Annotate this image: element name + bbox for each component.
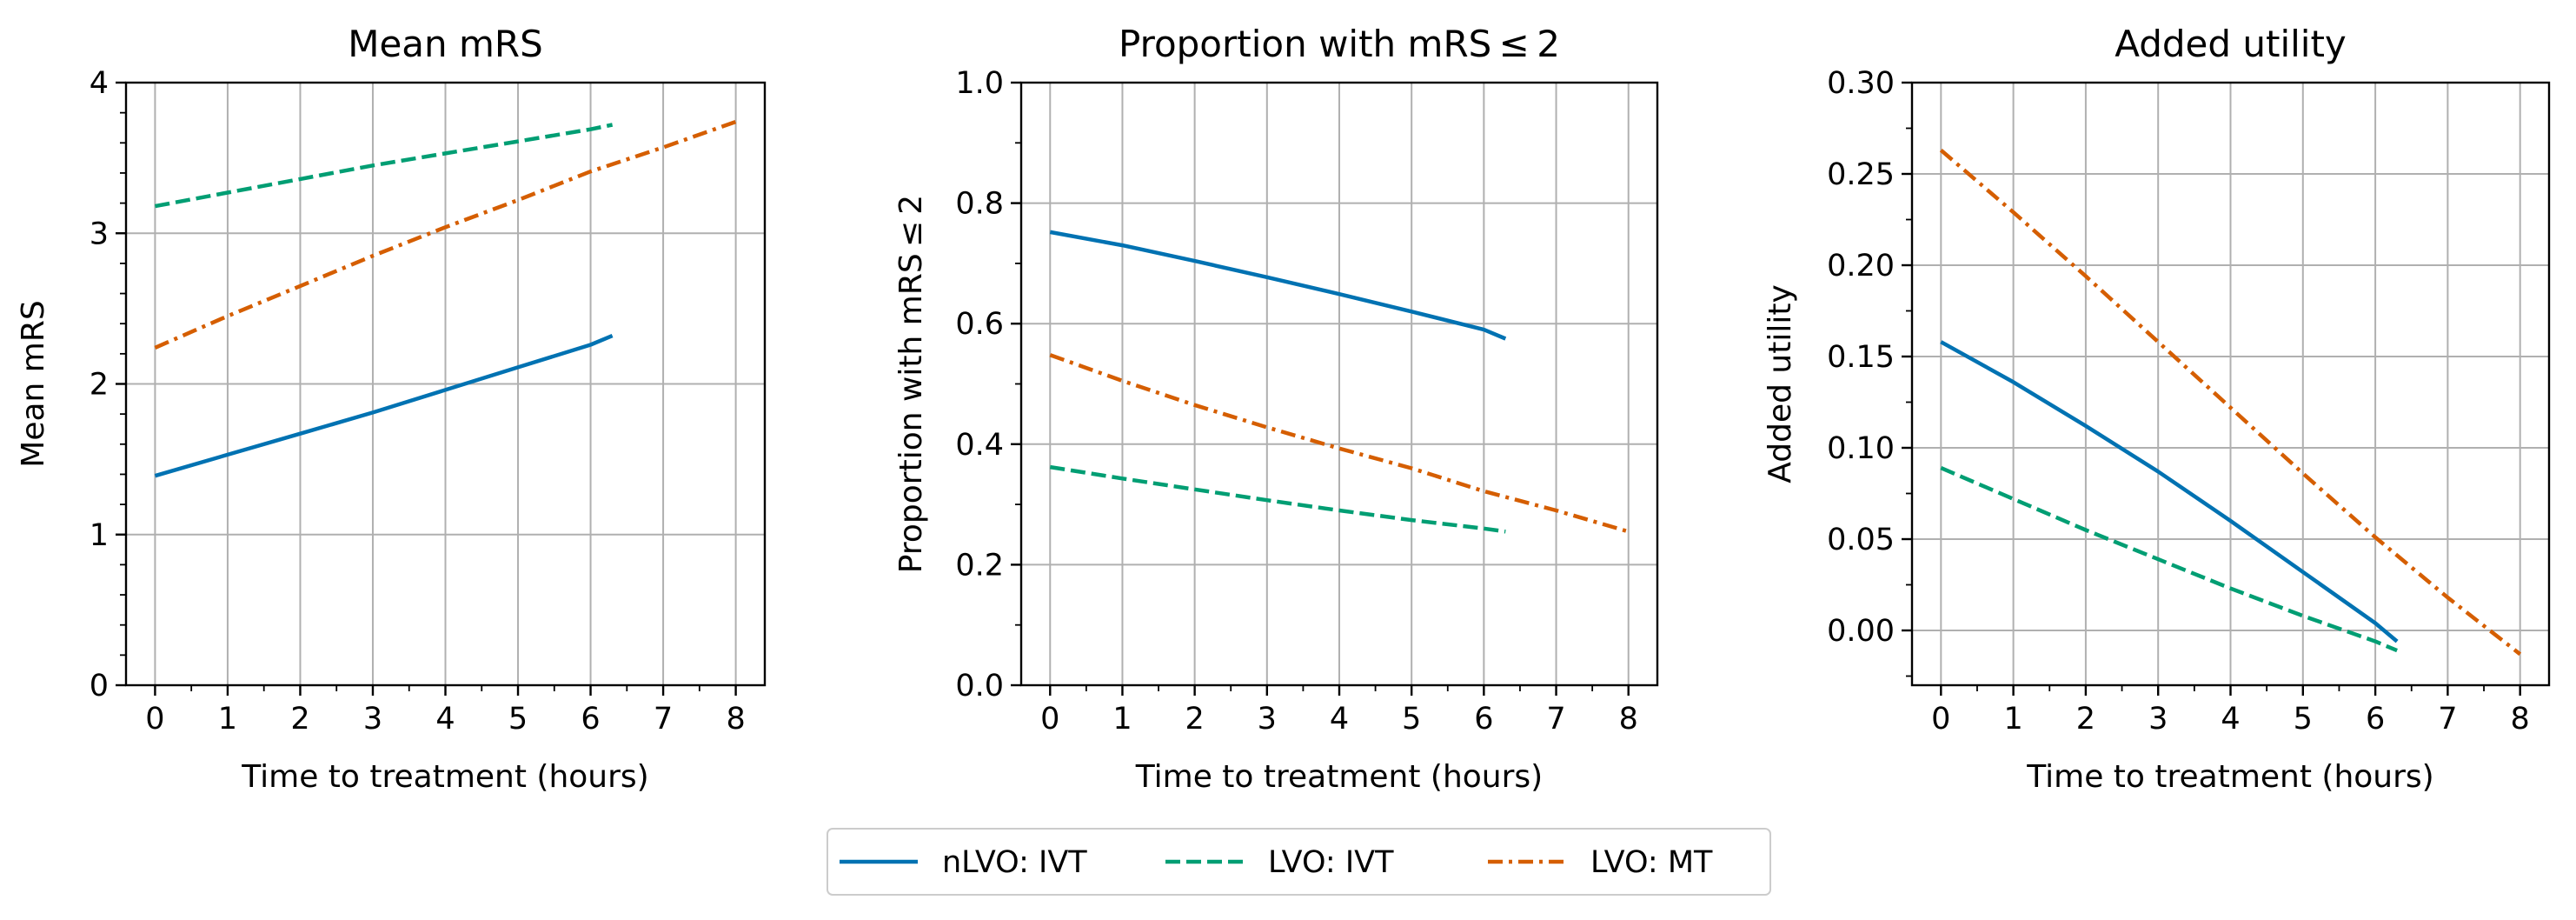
x-axis-ticks: 0 1 2 3 4 5 6 7 8	[1931, 685, 2530, 737]
series-line-nlvo-ivt	[154, 334, 614, 478]
series-line-nlvo-ivt	[1940, 340, 2399, 643]
x-tick-label: 2	[1185, 702, 1204, 737]
x-axis-label: Time to treatment (hours)	[241, 759, 648, 795]
x-tick-label: 4	[1330, 702, 1349, 737]
y-tick-label: 0.15	[1827, 340, 1895, 375]
y-axis-ticks: 0.0 0.2 0.4 0.6 0.8 1.0	[955, 66, 1021, 703]
series-group	[1939, 148, 2522, 657]
legend-label: LVO: MT	[1590, 845, 1713, 880]
y-tick-label: 1	[90, 518, 109, 553]
x-axis-ticks: 0 1 2 3 4 5 6 7 8	[1040, 685, 1638, 737]
series-line-lvo-mt	[1049, 353, 1630, 534]
x-tick-label: 3	[1258, 702, 1277, 737]
x-tick-label: 3	[363, 702, 382, 737]
x-tick-label: 5	[1402, 702, 1421, 737]
y-tick-label: 0.00	[1827, 614, 1895, 649]
legend-item: LVO: MT	[1488, 845, 1713, 880]
y-tick-label: 0	[90, 669, 109, 703]
legend-label: LVO: IVT	[1268, 845, 1394, 880]
x-tick-label: 1	[1112, 702, 1132, 737]
x-tick-label: 8	[1619, 702, 1638, 737]
x-tick-label: 6	[2366, 702, 2385, 737]
y-tick-label: 0.10	[1827, 431, 1895, 466]
panel-1: 0 1 2 3 4 5 6 7 8 0 1 2 3 4 Mean mRS Time to treatment …	[16, 23, 767, 795]
x-tick-label: 2	[290, 702, 309, 737]
y-tick-label: 0.4	[955, 428, 1004, 463]
x-tick-label: 3	[2148, 702, 2168, 737]
x-tick-label: 4	[435, 702, 455, 737]
legend: nLVO: IVT LVO: IVT LVO: MT	[827, 828, 1771, 896]
x-tick-label: 0	[1040, 702, 1059, 737]
series-line-nlvo-ivt	[1049, 230, 1507, 341]
x-tick-label: 8	[2511, 702, 2530, 737]
x-tick-label: 7	[654, 702, 673, 737]
series-line-lvo-mt	[1939, 148, 2522, 657]
y-axis-label: Mean mRS	[16, 300, 51, 467]
y-tick-label: 0.30	[1827, 66, 1895, 101]
y-tick-label: 0.05	[1827, 523, 1895, 557]
series-line-lvo-mt	[154, 119, 737, 350]
panel-2: 0 1 2 3 4 5 6 7 8 0.0 0.2 0.4 0.6 0.8 1.0 Proportion wi…	[893, 23, 1659, 795]
y-tick-label: 0.2	[955, 548, 1004, 583]
y-axis-ticks: 0.00 0.05 0.10 0.15 0.20 0.25 0.30	[1827, 66, 1912, 677]
y-tick-label: 0.20	[1827, 249, 1895, 283]
x-tick-label: 7	[1546, 702, 1565, 737]
y-axis-label: Proportion with mRS ≤ 2	[893, 195, 929, 573]
x-tick-label: 6	[1474, 702, 1493, 737]
x-axis-label: Time to treatment (hours)	[1135, 759, 1543, 795]
x-axis-label: Time to treatment (hours)	[2026, 759, 2433, 795]
y-tick-label: 2	[90, 368, 109, 403]
legend-item: LVO: IVT	[1165, 845, 1394, 880]
x-tick-label: 7	[2438, 702, 2457, 737]
grid	[1021, 82, 1657, 686]
x-tick-label: 6	[581, 702, 600, 737]
y-tick-label: 0.0	[955, 669, 1004, 703]
chart-panels: 0 1 2 3 4 5 6 7 8 0 1 2 3 4 Mean mRS Time to treatment …	[16, 23, 2551, 795]
legend-label: nLVO: IVT	[942, 845, 1087, 880]
y-tick-label: 1.0	[955, 66, 1004, 101]
y-tick-label: 4	[90, 66, 109, 101]
chart-title: Added utility	[2115, 23, 2347, 65]
series-line-lvo-ivt	[154, 123, 614, 209]
x-axis-ticks: 0 1 2 3 4 5 6 7 8	[145, 685, 746, 737]
x-tick-label: 2	[2076, 702, 2095, 737]
panel-3: 0 1 2 3 4 5 6 7 8 0.00 0.05 0.10 0.15 0.20 0.25 0.30 Add…	[1763, 23, 2551, 795]
x-tick-label: 5	[508, 702, 528, 737]
x-tick-label: 8	[726, 702, 745, 737]
y-tick-label: 0.6	[955, 307, 1004, 342]
series-group	[154, 119, 737, 478]
x-tick-label: 4	[2221, 702, 2240, 737]
series-line-lvo-ivt	[1940, 466, 2398, 653]
x-tick-label: 0	[145, 702, 164, 737]
legend-frame	[827, 828, 1771, 896]
x-tick-label: 0	[1931, 702, 1950, 737]
chart-title: Mean mRS	[348, 23, 543, 65]
chart-title: Proportion with mRS ≤ 2	[1119, 23, 1560, 65]
y-tick-label: 0.8	[955, 187, 1004, 222]
series-line-lvo-ivt	[1049, 464, 1506, 534]
legend-item: nLVO: IVT	[840, 845, 1087, 880]
x-tick-label: 5	[2294, 702, 2313, 737]
y-tick-label: 3	[90, 217, 109, 251]
series-group	[1049, 230, 1630, 534]
y-axis-ticks: 0 1 2 3 4	[90, 66, 126, 703]
y-axis-label: Added utility	[1763, 284, 1798, 483]
y-tick-label: 0.25	[1827, 157, 1895, 192]
x-tick-label: 1	[2003, 702, 2022, 737]
x-tick-label: 1	[218, 702, 237, 737]
